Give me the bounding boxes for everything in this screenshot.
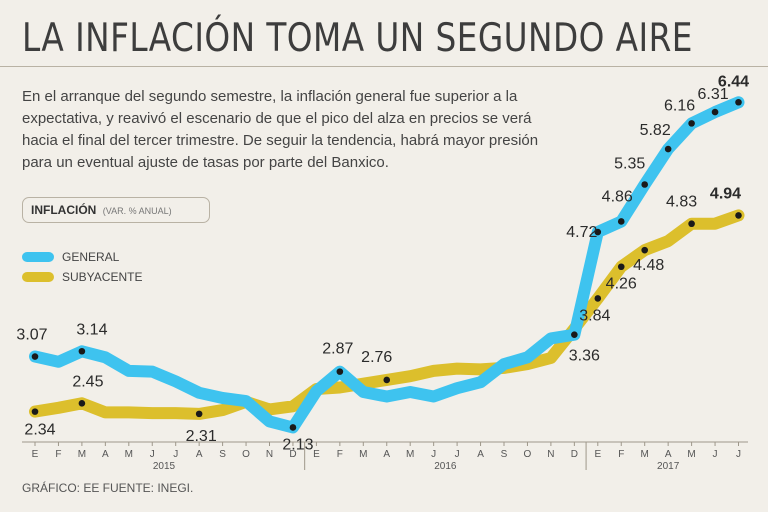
x-tick-label: M	[687, 449, 695, 460]
x-tick-label: A	[665, 449, 672, 460]
title-divider	[0, 66, 768, 67]
x-tick-label: D	[571, 449, 578, 460]
x-tick-label: J	[150, 449, 155, 460]
source-note: GRÁFICO: EE FUENTE: INEGI.	[22, 481, 194, 495]
data-point-general	[31, 353, 39, 360]
data-point-subyacente	[617, 263, 625, 271]
data-label-general: 2.87	[322, 341, 353, 358]
data-label-subyacente: 2.34	[24, 422, 55, 439]
data-point-general	[336, 368, 344, 375]
x-tick-label: F	[55, 449, 61, 460]
data-point-general	[664, 145, 672, 153]
data-label-subyacente: 3.84	[579, 307, 610, 324]
indicator-label-box: INFLACIÓN (VAR. % ANUAL)	[22, 197, 210, 223]
x-tick-label: A	[383, 449, 390, 460]
data-point-general	[735, 98, 742, 106]
data-label-general: 6.16	[664, 97, 695, 114]
chart-description: En el arranque del segundo semestre, la …	[22, 88, 539, 171]
indicator-unit: (VAR. % ANUAL)	[102, 206, 172, 216]
x-tick-label: J	[431, 449, 436, 460]
data-label-general: 5.35	[614, 156, 645, 173]
data-label-general: 6.31	[697, 86, 728, 103]
x-tick-label: J	[713, 449, 718, 460]
indicator-label: INFLACIÓN	[31, 203, 97, 217]
data-point-general	[641, 181, 648, 188]
year-label: 2017	[657, 461, 680, 472]
data-label-general: 4.72	[566, 224, 597, 241]
x-tick-label: N	[547, 449, 554, 460]
series-line-subyacente	[29, 209, 745, 420]
data-label-subyacente: 4.48	[633, 257, 664, 274]
x-tick-label: M	[641, 449, 649, 460]
data-point-general	[617, 218, 625, 225]
data-point-subyacente	[735, 212, 742, 219]
marker-layer	[31, 98, 742, 431]
x-tick-label: F	[337, 449, 343, 460]
data-point-subyacente	[195, 410, 203, 418]
data-label-subyacente: 4.83	[666, 194, 697, 211]
data-label-subyacente: 2.31	[186, 428, 217, 445]
x-tick-label: M	[406, 449, 414, 460]
data-point-subyacente	[641, 246, 648, 254]
data-label-general: 4.86	[602, 188, 633, 205]
data-label-general: 3.14	[76, 321, 107, 338]
x-tick-label: M	[78, 449, 86, 460]
label-layer: 3.07 3.14 2.13 2.87 3.36 4.72 4.86 5.35 5.82 6.16…	[16, 73, 749, 453]
x-tick-label: A	[196, 449, 203, 460]
data-point-subyacente	[594, 295, 602, 302]
x-tick-label: S	[219, 449, 226, 460]
x-tick-label: M	[125, 449, 133, 460]
x-tick-label: J	[173, 449, 178, 460]
data-point-general	[571, 331, 578, 338]
x-tick-label: D	[289, 449, 296, 460]
legend-swatch-subyacente	[22, 272, 54, 282]
x-tick-label: E	[32, 449, 39, 460]
x-tick-label: J	[455, 449, 460, 460]
data-label-general: 6.44	[718, 73, 749, 90]
data-label-subyacente: 2.76	[361, 349, 392, 366]
legend-label-general: GENERAL	[62, 250, 120, 264]
data-label-subyacente: 4.26	[606, 276, 637, 293]
x-tick-label: A	[477, 449, 484, 460]
legend-item-subyacente: SUBYACENTE	[22, 270, 142, 284]
x-tick-label: O	[524, 449, 532, 460]
x-tick-label: E	[313, 449, 320, 460]
legend-swatch-general	[22, 252, 54, 262]
x-tick-label: E	[594, 449, 601, 460]
x-tick-label: M	[359, 449, 367, 460]
x-tick-label: S	[501, 449, 508, 460]
data-point-subyacente	[383, 376, 391, 384]
legend-item-general: GENERAL	[22, 250, 119, 264]
data-point-general	[78, 347, 86, 355]
data-label-general: 3.36	[569, 348, 600, 365]
x-tick-label: A	[102, 449, 109, 460]
data-point-subyacente	[78, 400, 86, 407]
data-label-general: 3.07	[16, 327, 47, 344]
data-point-general	[594, 228, 602, 236]
page-title: LA INFLACIÓN TOMA UN SEGUNDO AIRE	[22, 16, 693, 61]
x-tick-label: O	[242, 449, 250, 460]
data-point-general	[711, 108, 719, 116]
x-tick-label: N	[266, 449, 273, 460]
data-label-general: 5.82	[640, 122, 671, 139]
data-label-general: 2.13	[282, 436, 313, 453]
x-tick-label: F	[618, 449, 624, 460]
data-point-general	[289, 424, 297, 431]
data-label-subyacente: 4.94	[710, 185, 741, 202]
data-point-subyacente	[688, 220, 695, 228]
year-label: 2016	[434, 461, 457, 472]
data-point-subyacente	[31, 408, 39, 415]
x-tick-label: J	[736, 449, 741, 460]
year-label: 2015	[153, 461, 176, 472]
data-label-subyacente: 2.45	[72, 373, 103, 390]
legend-label-subyacente: SUBYACENTE	[62, 270, 143, 284]
data-point-general	[688, 120, 695, 127]
